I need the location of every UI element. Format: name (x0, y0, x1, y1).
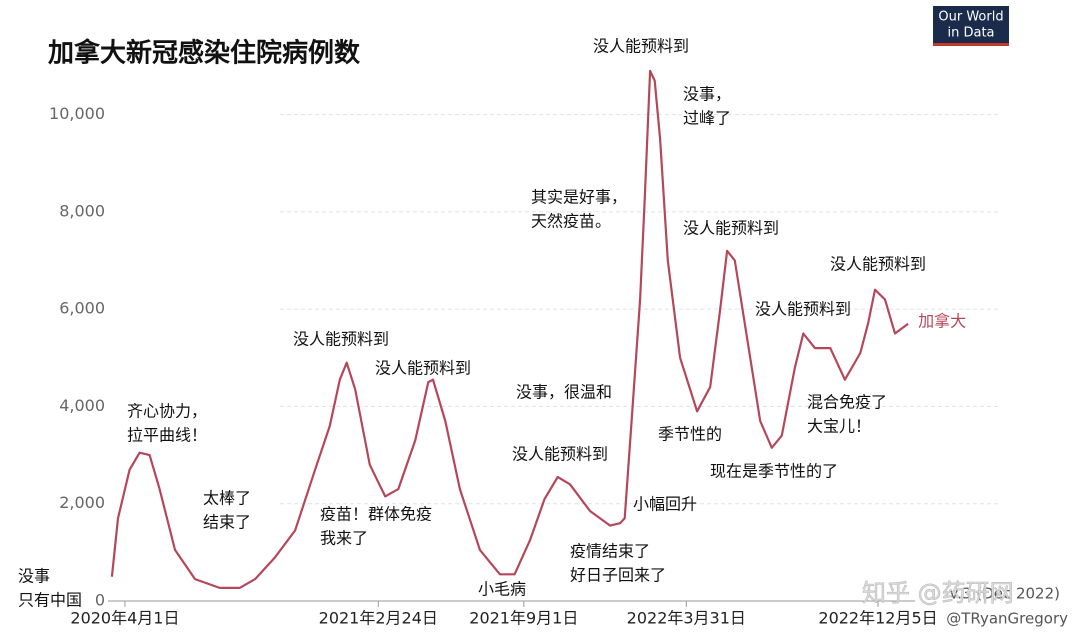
logo-bar (933, 43, 1009, 46)
annotation: 没事 (18, 567, 50, 586)
annotation: 没人能预料到 (830, 255, 926, 274)
annotation: 疫情结束了 (570, 542, 650, 561)
logo-text: Our World (938, 10, 1003, 25)
annotation: 结束了 (203, 513, 251, 532)
watermark: 知乎 @药研网 (862, 579, 1014, 607)
x-tick-label: 2021年2月24日 (319, 609, 438, 628)
x-tick-label: 2022年3月31日 (627, 609, 746, 628)
y-tick-label: 6,000 (59, 299, 105, 318)
annotation: 没人能预料到 (755, 300, 851, 319)
annotation: 现在是季节性的了 (710, 462, 838, 481)
annotation: 没人能预料到 (293, 330, 389, 349)
annotation: 过峰了 (683, 109, 731, 128)
annotation: 混合免疫了 (807, 393, 887, 412)
annotation: 小毛病 (478, 580, 526, 599)
annotation: 天然疫苗。 (531, 212, 611, 231)
y-tick-label: 4,000 (59, 396, 105, 415)
credit: @TRyanGregory (946, 610, 1068, 628)
series-line (110, 69, 909, 589)
y-tick-label: 2,000 (59, 493, 105, 512)
annotation: 没人能预料到 (593, 37, 689, 56)
annotation: 没人能预料到 (512, 445, 608, 464)
x-tick-label: 2020年4月1日 (70, 609, 179, 628)
annotation: 太棒了 (203, 489, 251, 508)
x-tick-label: 2022年12月5日 (818, 609, 937, 628)
annotation: 好日子回来了 (570, 566, 666, 585)
annotation: 只有中国 (18, 591, 82, 610)
annotation: 小幅回升 (633, 495, 697, 514)
annotation: 大宝儿！ (807, 417, 871, 436)
y-tick-label: 8,000 (59, 201, 105, 220)
annotation: 其实是好事， (531, 188, 627, 207)
chart-title: 加拿大新冠感染住院病例数 (48, 38, 361, 69)
annotation: 季节性的 (658, 425, 722, 444)
y-tick-label: 0 (95, 591, 105, 610)
version: v.3 (Dec 2022) (950, 585, 1060, 603)
annotation: 我来了 (320, 529, 368, 548)
annotation: 没人能预料到 (683, 219, 779, 238)
y-tick-label: 10,000 (49, 104, 105, 123)
logo: Our World in Data (933, 6, 1009, 46)
logo-box (933, 6, 1009, 46)
annotation: 没人能预料到 (375, 359, 471, 378)
annotation: 疫苗！群体免疫 (320, 505, 432, 524)
annotation: 拉平曲线！ (127, 426, 207, 445)
x-tick-label: 2021年9月1日 (469, 609, 578, 628)
logo-text: in Data (947, 26, 994, 41)
annotation: 没事，很温和 (516, 383, 612, 402)
annotation: 齐心协力， (127, 402, 207, 421)
series-label: 加拿大 (918, 311, 966, 330)
annotation: 没事， (683, 85, 731, 104)
